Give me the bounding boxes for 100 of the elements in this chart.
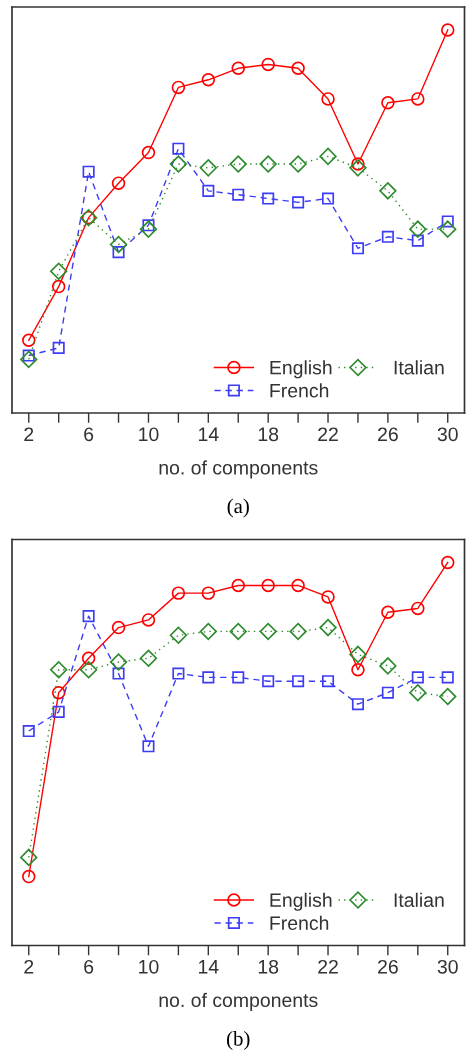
point [319,618,337,637]
x-axis-title: no. of components [159,992,318,1011]
point [351,698,365,711]
x-tick-label: 26 [378,959,398,974]
x-tick-label: 6 [84,427,94,442]
point [171,586,186,600]
x-tick-label: 30 [437,959,458,974]
x-tick-label: 22 [318,959,338,974]
point [141,613,156,627]
point [82,165,95,178]
x-tick-label: 14 [198,427,219,441]
point [169,155,188,173]
point [411,92,425,106]
point [22,869,36,884]
point [201,73,216,87]
point [289,622,307,641]
point [172,667,185,680]
point [291,578,305,593]
point [52,341,65,354]
point [321,92,335,106]
point [112,246,125,259]
legend-label: Italian [394,360,444,375]
point [411,234,424,247]
point [259,622,277,641]
x-tick-label: 10 [139,959,159,974]
point [171,80,186,95]
point [411,671,424,684]
x-tick-label: 2 [24,427,34,441]
point [441,215,454,228]
point [381,230,394,243]
point [22,333,36,347]
point [111,620,126,635]
legend-label: Italian [394,892,444,907]
legend-label: English [270,892,332,911]
point [381,96,395,110]
point [439,687,457,706]
point [321,675,335,688]
point [379,182,397,200]
point [139,649,158,667]
legend-label: French [270,915,329,930]
point [351,662,365,677]
point [139,220,158,238]
x-tick-label: 6 [84,959,94,974]
point [321,590,335,604]
point [292,675,305,688]
point [22,724,35,738]
point [82,610,95,623]
x-tick-label: 18 [258,427,279,442]
x-tick-label: 18 [258,959,279,974]
point [52,705,65,718]
point [199,622,218,641]
point [351,242,365,255]
point [109,235,128,254]
point [381,605,395,620]
point [349,159,367,177]
x-tick-label: 30 [437,427,458,442]
point [111,176,126,190]
x-tick-label: 2 [24,959,34,974]
text: (a) [227,498,249,518]
point [381,686,394,699]
point [231,61,245,76]
point [229,622,247,641]
point [169,626,188,644]
point [441,23,455,37]
point [291,61,305,76]
point [319,147,337,166]
point [289,155,307,173]
x-tick-label: 22 [318,427,338,441]
point [232,671,245,684]
point [199,159,218,177]
point [49,262,68,280]
point [112,667,125,680]
x-tick-label: 26 [378,427,398,442]
point [292,196,305,209]
point [109,653,128,671]
point [439,220,457,238]
point [172,142,185,155]
point [20,350,38,369]
point [261,57,275,72]
point [20,848,38,867]
point [201,586,216,600]
point [49,661,68,679]
point [51,279,66,294]
point [81,651,96,665]
point [409,220,427,238]
point [202,184,215,197]
x-axis-title: no. of components [159,460,318,479]
x-tick-label: 10 [139,427,159,442]
point [261,578,275,593]
point [321,192,335,205]
point [231,578,245,593]
point [232,188,245,201]
x-tick-label: 14 [198,960,219,974]
legend-label: French [270,383,329,398]
text: (b) [227,1031,250,1050]
point [379,657,397,675]
point [411,601,425,616]
point [409,684,427,702]
point [259,155,277,173]
point [51,685,66,700]
